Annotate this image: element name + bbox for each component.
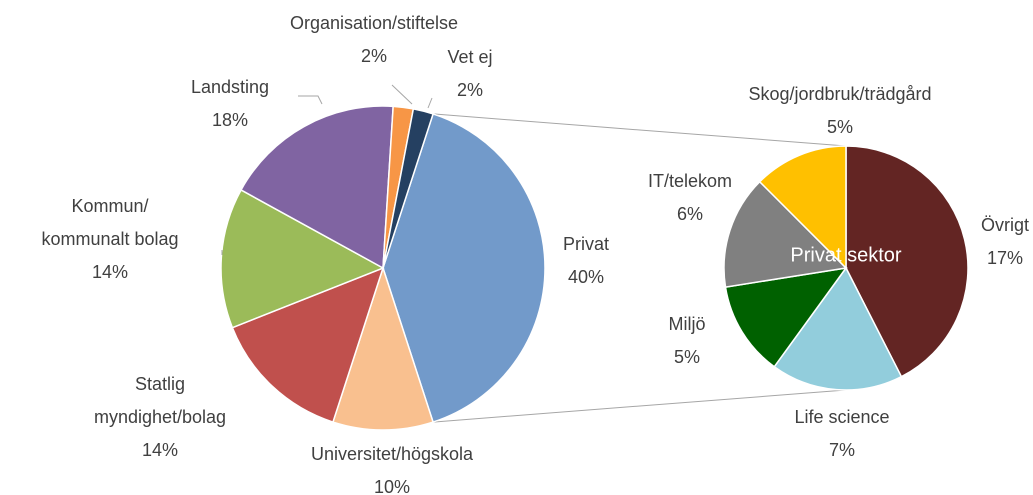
slice-value-label: 5% xyxy=(827,117,853,137)
slice-label: IT/telekom xyxy=(648,171,732,191)
slice-value-label: 2% xyxy=(457,80,483,100)
slice-label: Organisation/stiftelse xyxy=(290,13,458,33)
slice-label: Skog/jordbruk/trädgård xyxy=(748,84,931,104)
slice-value-label: 14% xyxy=(142,440,178,460)
pie-slice xyxy=(758,145,847,270)
slice-value-label: 17% xyxy=(987,248,1023,268)
slice-label: Statlig myndighet/bolag xyxy=(94,374,226,427)
slice-value-label: 14% xyxy=(92,262,128,282)
connector-line xyxy=(433,389,847,423)
pie-slice xyxy=(231,266,385,424)
slice-value-label: 6% xyxy=(677,204,703,224)
connector-line xyxy=(433,113,847,147)
pies xyxy=(220,105,969,431)
slice-label: Övrigt xyxy=(981,215,1029,235)
slice-value-label: 10% xyxy=(374,477,410,495)
connectors xyxy=(433,113,847,423)
pie-slice xyxy=(724,266,848,368)
slice-value-label: 40% xyxy=(568,267,604,287)
pie-slice xyxy=(382,107,435,269)
slice-label: Life science xyxy=(794,407,889,427)
leader-line xyxy=(298,95,323,105)
pie-title: Privat sektor xyxy=(790,244,901,266)
slice-label: Universitet/högskola xyxy=(311,444,474,464)
slice-label: Vet ej xyxy=(447,47,492,67)
pie-slice xyxy=(240,105,394,270)
leader-line xyxy=(427,97,433,109)
slice-label: Landsting xyxy=(191,77,269,97)
labels: Privat 40% Universitet/högskola 10% Statlig m… xyxy=(41,13,1029,495)
slice-value-label: 7% xyxy=(829,440,855,460)
slice-label: Kommun/kommunalt bolag xyxy=(41,196,178,249)
pie-slice xyxy=(220,188,385,329)
pie-slice xyxy=(773,266,903,391)
leader-line xyxy=(391,84,413,105)
leader-lines xyxy=(221,84,433,255)
slice-label: Miljö xyxy=(668,314,705,334)
pie-slice xyxy=(845,145,969,378)
pie-slice xyxy=(331,265,435,431)
pie-slice xyxy=(382,112,546,424)
slice-value-label: 18% xyxy=(212,110,248,130)
slice-label: Privat xyxy=(563,234,609,254)
slice-value-label: 2% xyxy=(361,46,387,66)
pie-slice xyxy=(723,180,848,288)
slice-value-label: 5% xyxy=(674,347,700,367)
